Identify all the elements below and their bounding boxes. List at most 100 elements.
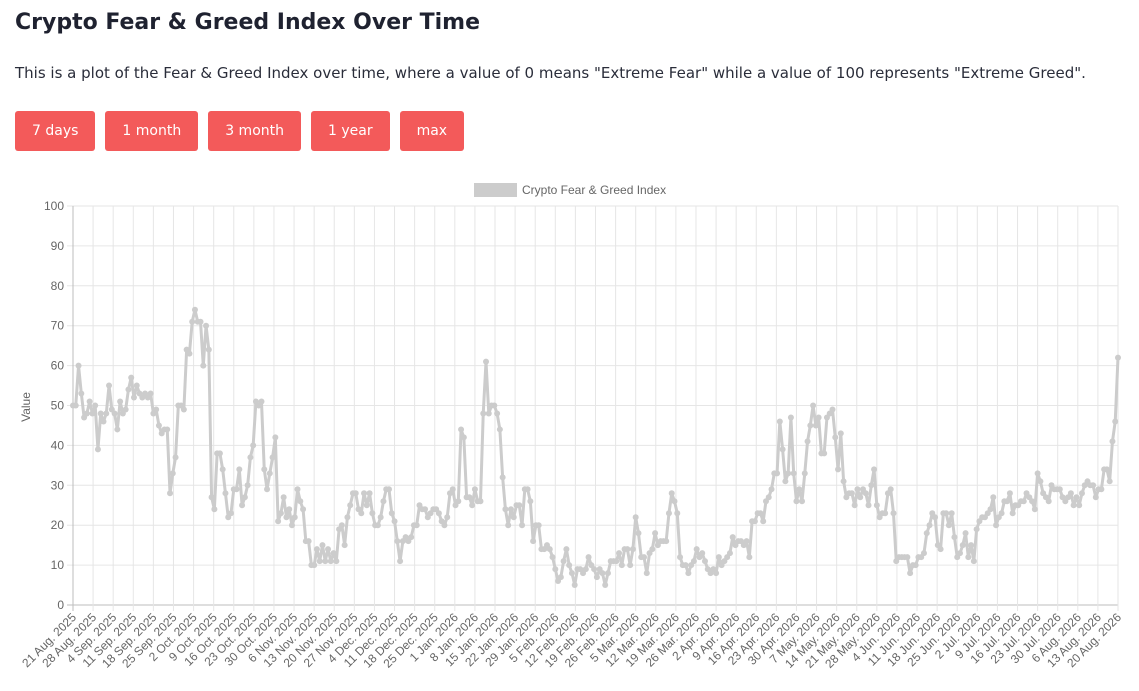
data-point[interactable] [125,386,132,393]
data-point[interactable] [682,562,689,569]
data-point[interactable] [366,490,373,497]
data-point[interactable] [837,430,844,437]
data-point[interactable] [499,474,506,481]
data-point[interactable] [189,318,196,325]
data-point[interactable] [582,566,589,573]
data-point[interactable] [300,506,307,513]
data-point[interactable] [768,486,775,493]
data-point[interactable] [959,542,966,549]
data-point[interactable] [840,478,847,485]
data-point[interactable] [829,406,836,413]
data-point[interactable] [269,454,276,461]
data-point[interactable] [330,550,337,557]
data-point[interactable] [1112,418,1119,425]
data-point[interactable] [563,546,570,553]
data-point[interactable] [280,494,287,501]
data-point[interactable] [793,498,800,505]
data-point[interactable] [100,418,107,425]
data-point[interactable] [502,506,509,513]
data-point[interactable] [1103,466,1110,473]
data-point[interactable] [480,410,487,417]
data-point[interactable] [222,490,229,497]
data-point[interactable] [685,570,692,577]
data-point[interactable] [787,414,794,421]
data-point[interactable] [422,506,429,513]
data-point[interactable] [968,542,975,549]
data-point[interactable] [552,566,559,573]
data-point[interactable] [344,514,351,521]
data-point[interactable] [325,546,332,553]
data-point[interactable] [117,398,124,405]
data-point[interactable] [319,542,326,549]
data-point[interactable] [1034,470,1041,477]
data-point[interactable] [665,510,672,517]
data-point[interactable] [103,410,110,417]
data-point[interactable] [993,522,1000,529]
data-point[interactable] [441,522,448,529]
data-point[interactable] [72,402,79,409]
data-point[interactable] [871,466,878,473]
data-point[interactable] [674,510,681,517]
data-point[interactable] [516,502,523,509]
data-point[interactable] [649,546,656,553]
data-point[interactable] [408,534,415,541]
data-point[interactable] [782,478,789,485]
data-point[interactable] [566,562,573,569]
data-point[interactable] [760,518,767,525]
data-point[interactable] [599,570,606,577]
data-point[interactable] [444,514,451,521]
data-point[interactable] [358,510,365,517]
fear-greed-line-chart[interactable]: Crypto Fear & Greed Index Value 0 10 20 30 4… [0,170,1139,687]
data-point[interactable] [1029,498,1036,505]
data-point[interactable] [374,522,381,529]
data-point[interactable] [1092,494,1099,501]
data-point[interactable] [377,514,384,521]
data-point[interactable] [297,498,304,505]
data-point[interactable] [904,554,911,561]
data-point[interactable] [743,538,750,545]
data-point[interactable] [546,546,553,553]
data-point[interactable] [810,402,817,409]
data-point[interactable] [111,410,118,417]
data-point[interactable] [519,522,526,529]
data-point[interactable] [164,426,171,433]
data-point[interactable] [1006,490,1013,497]
data-point[interactable] [568,570,575,577]
data-point[interactable] [75,362,82,369]
data-point[interactable] [535,522,542,529]
data-point[interactable] [857,494,864,501]
data-point[interactable] [114,426,121,433]
data-point[interactable] [643,570,650,577]
data-point[interactable] [530,538,537,545]
data-point[interactable] [1078,490,1085,497]
data-point[interactable] [627,562,634,569]
data-point[interactable] [485,410,492,417]
data-point[interactable] [1004,498,1011,505]
data-point[interactable] [632,514,639,521]
data-point[interactable] [172,454,179,461]
data-point[interactable] [765,494,772,501]
data-point[interactable] [338,522,345,529]
data-point[interactable] [951,534,958,541]
data-point[interactable] [799,498,806,505]
data-point[interactable] [693,546,700,553]
range-max-button[interactable]: max [399,111,465,151]
data-point[interactable] [557,574,564,581]
data-point[interactable] [169,470,176,477]
data-point[interactable] [887,486,894,493]
data-point[interactable] [641,554,648,561]
data-point[interactable] [380,498,387,505]
data-point[interactable] [713,570,720,577]
data-point[interactable] [1031,506,1038,513]
data-point[interactable] [1037,478,1044,485]
data-point[interactable] [932,514,939,521]
data-point[interactable] [807,422,814,429]
data-point[interactable] [491,402,498,409]
data-point[interactable] [571,582,578,589]
data-point[interactable] [316,558,323,565]
data-point[interactable] [854,486,861,493]
range-7-days-button[interactable]: 7 days [15,111,96,151]
data-point[interactable] [211,506,218,513]
data-point[interactable] [821,450,828,457]
data-point[interactable] [965,554,972,561]
